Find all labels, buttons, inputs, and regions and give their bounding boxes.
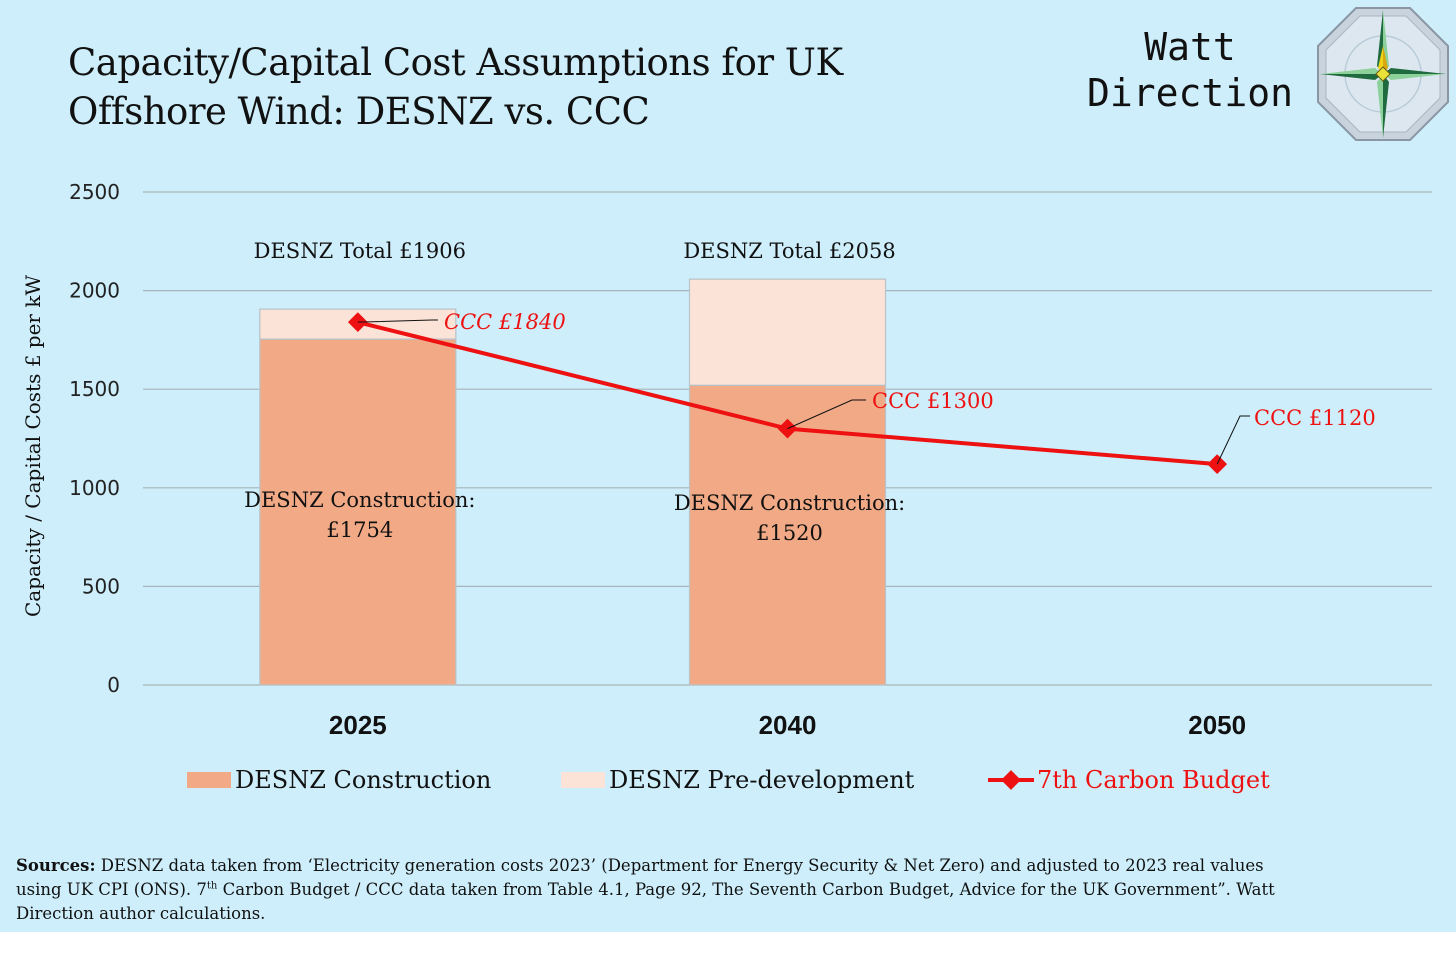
construction-label: DESNZ Construction: [244, 488, 475, 512]
sources-text-2a: using UK CPI (ONS). 7 [16, 880, 207, 899]
x-tick-label: 2040 [759, 710, 817, 740]
total-label: DESNZ Total £1906 [254, 239, 466, 263]
ccc-value-label: CCC £1120 [1254, 406, 1376, 430]
legend-label-predevelopment: DESNZ Pre-development [609, 766, 915, 794]
sources-label: Sources: [16, 856, 96, 875]
sources-sup: th [206, 880, 218, 892]
ccc-value-label: CCC £1300 [872, 389, 994, 413]
construction-label: £1754 [326, 518, 393, 542]
x-axis-ticks: 2025 2040 2050 [329, 710, 1246, 740]
legend-marker-ccc [1001, 770, 1021, 790]
x-tick-label: 2025 [329, 710, 387, 740]
legend-label-ccc: 7th Carbon Budget [1037, 766, 1270, 794]
predevelopment-bar [688, 278, 887, 386]
data-labels: DESNZ Total £1906 DESNZ Total £2058 DESNZ … [244, 239, 1376, 545]
chart-title: Capacity/Capital Cost Assumptions for UK… [68, 38, 968, 136]
total-label: DESNZ Total £2058 [683, 239, 895, 263]
y-tick-label: 2000 [69, 279, 120, 303]
brand-wordmark: Watt Direction [1060, 24, 1320, 116]
title-line-1: Capacity/Capital Cost Assumptions for UK [68, 41, 843, 84]
legend-label-construction: DESNZ Construction [235, 766, 491, 794]
brand-line-2: Direction [1087, 71, 1293, 115]
construction-label: £1520 [756, 521, 823, 545]
construction-bar [259, 338, 457, 686]
sources-text-1: DESNZ data taken from ‘Electricity gener… [100, 856, 1264, 875]
y-tick-label: 2500 [69, 180, 120, 204]
sources-line-3: Direction author calculations. [16, 904, 266, 923]
ccc-leader-line [787, 399, 866, 430]
chart-panel: Capacity/Capital Cost Assumptions for UK… [0, 0, 1456, 932]
title-line-2: Offshore Wind: DESNZ vs. CCC [68, 90, 650, 133]
brand-line-1: Watt [1144, 25, 1236, 69]
ccc-leader-line [357, 319, 438, 323]
ccc-line [347, 312, 1250, 475]
ccc-value-label: CCC £1840 [444, 310, 566, 334]
sources-line-1: Sources: DESNZ data taken from ‘Electric… [16, 854, 1446, 878]
sources-line-2: using UK CPI (ONS). 7th Carbon Budget / … [16, 878, 1446, 902]
ccc-leader-line [1216, 415, 1250, 465]
y-tick-label: 500 [82, 574, 120, 598]
legend-swatch-predevelopment [561, 772, 605, 788]
compass-rose-icon [1317, 7, 1449, 141]
y-tick-label: 0 [107, 673, 120, 697]
y-axis-label: Capacity / Capital Costs £ per kW [21, 275, 45, 618]
y-tick-label: 1000 [69, 476, 120, 500]
y-axis-ticks: 0 500 1000 1500 2000 2500 [69, 180, 120, 697]
sources-note: Sources: DESNZ data taken from ‘Electric… [16, 854, 1446, 926]
sources-text-2b: Carbon Budget / CCC data taken from Tabl… [217, 880, 1275, 899]
legend-swatch-construction [187, 772, 231, 788]
legend: DESNZ Construction DESNZ Pre-development 7… [187, 766, 1270, 794]
x-tick-label: 2050 [1188, 710, 1246, 740]
y-tick-label: 1500 [69, 377, 120, 401]
construction-label: DESNZ Construction: [674, 491, 905, 515]
bars [259, 278, 887, 686]
